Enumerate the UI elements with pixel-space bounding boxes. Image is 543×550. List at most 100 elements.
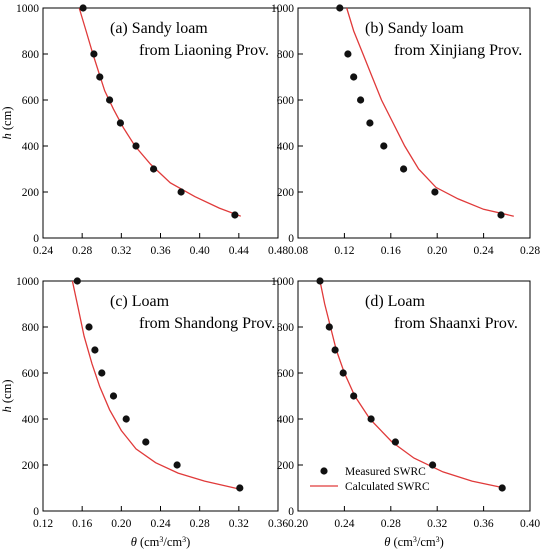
y-tick-label: 0 xyxy=(33,233,39,245)
x-tick-label: 0.20 xyxy=(427,245,447,257)
y-tick-label: 1000 xyxy=(16,276,39,288)
x-tick-label: 0.16 xyxy=(72,518,92,530)
panel-title: (c) Loam xyxy=(110,293,170,310)
measured-swrc-point xyxy=(177,188,185,196)
legend-label: Measured SWRC xyxy=(345,466,426,478)
x-tick-label: 0.20 xyxy=(288,518,308,530)
x-tick-label: 0.32 xyxy=(111,245,131,257)
measured-swrc-point xyxy=(85,323,93,331)
plot-frame xyxy=(297,280,531,512)
x-tick-label: 0.48 xyxy=(268,245,288,257)
y-tick-label: 600 xyxy=(22,368,40,380)
measured-swrc-point xyxy=(91,346,99,354)
measured-swrc-point xyxy=(106,96,114,104)
y-tick-label: 400 xyxy=(22,141,40,153)
measured-swrc-point xyxy=(142,438,150,446)
measured-swrc-point xyxy=(380,142,388,150)
x-tick-label: 0.12 xyxy=(334,245,354,257)
panel-subtitle: from Shandong Prov. xyxy=(139,315,275,332)
y-tick-label: 800 xyxy=(277,49,295,61)
measured-swrc-point xyxy=(96,73,104,81)
measured-swrc-point xyxy=(122,415,130,423)
x-tick-label: 0.28 xyxy=(520,245,540,257)
y-tick-label: 200 xyxy=(277,187,295,199)
x-tick-label: 0.36 xyxy=(474,518,494,530)
panel-d: 0.20 0.24 0.28 0.32 0.36 0.40 0 200 400 600 800 100… xyxy=(271,276,540,549)
measured-swrc-point xyxy=(429,461,437,469)
legend: Measured SWRC Calculated SWRC xyxy=(310,466,430,493)
x-tick-label: 0.28 xyxy=(190,518,210,530)
measured-swrc-point xyxy=(350,392,358,400)
x-tick-label: 0.32 xyxy=(427,518,447,530)
measured-swrc-point xyxy=(79,4,87,12)
x-tick-label: 0.36 xyxy=(268,518,288,530)
y-tick-label: 800 xyxy=(22,322,40,334)
measured-swrc-point xyxy=(344,50,352,58)
x-tick-label: 0.44 xyxy=(229,245,249,257)
y-axis-title: h (cm) xyxy=(0,107,14,140)
x-tick-label: 0.24 xyxy=(150,518,170,530)
measured-swrc-point xyxy=(73,277,81,285)
legend-marker-measured xyxy=(320,467,328,475)
panel-c: 0.12 0.16 0.20 0.24 0.28 0.32 0.36 0 200 400 600 80… xyxy=(0,276,288,549)
y-tick-label: 600 xyxy=(22,95,40,107)
measured-swrc-point xyxy=(367,415,375,423)
x-tick-label: 0.32 xyxy=(229,518,249,530)
measured-swrc-point xyxy=(331,346,339,354)
y-tick-label: 200 xyxy=(277,460,295,472)
x-tick-label: 0.12 xyxy=(33,518,53,530)
panel-title: (d) Loam xyxy=(365,293,426,310)
measured-swrc-point xyxy=(236,484,244,492)
measured-swrc-point xyxy=(497,211,505,219)
calculated-swrc-line xyxy=(319,280,505,489)
measured-swrc-point xyxy=(109,392,118,400)
y-tick-label: 600 xyxy=(277,95,295,107)
y-tick-label: 400 xyxy=(277,414,295,426)
plot-frame xyxy=(297,7,531,239)
x-tick-label: 0.36 xyxy=(150,245,170,257)
x-tick-label: 0.24 xyxy=(334,518,354,530)
measured-swrc-point xyxy=(325,323,333,331)
measured-swrc-point xyxy=(498,484,506,492)
measured-swrc-point xyxy=(173,461,181,469)
x-axis-title: θ (cm3/cm3) xyxy=(384,535,444,550)
panel-subtitle: from Xinjiang Prov. xyxy=(394,42,522,59)
measured-swrc-point xyxy=(132,142,140,150)
measured-swrc-point xyxy=(90,50,98,58)
y-tick-label: 400 xyxy=(277,141,295,153)
measured-swrc-point xyxy=(391,438,399,446)
calculated-swrc-line xyxy=(71,280,238,490)
measured-swrc-point xyxy=(116,119,124,127)
panel-subtitle: from Liaoning Prov. xyxy=(139,42,269,59)
y-tick-label: 400 xyxy=(22,414,40,426)
y-tick-label: 1000 xyxy=(16,3,39,15)
y-tick-label: 800 xyxy=(277,322,295,334)
y-tick-label: 600 xyxy=(277,368,295,380)
y-tick-label: 800 xyxy=(22,49,40,61)
panel-title: (b) Sandy loam xyxy=(365,20,464,37)
calculated-swrc-line xyxy=(78,7,242,217)
measured-swrc-point xyxy=(150,165,158,173)
x-tick-label: 0.40 xyxy=(520,518,540,530)
y-tick-label: 0 xyxy=(288,233,294,245)
x-tick-label: 0.28 xyxy=(381,518,401,530)
y-tick-label: 1000 xyxy=(271,276,294,288)
calculated-swrc-line xyxy=(346,7,514,217)
panel-a: 0.24 0.28 0.32 0.36 0.40 0.44 0.48 0 200 400 600 80… xyxy=(0,3,288,257)
measured-swrc-point xyxy=(357,96,365,104)
y-tick-label: 200 xyxy=(22,187,40,199)
panel-b: 0.08 0.12 0.16 0.20 0.24 0.28 0 200 400 600 800 100… xyxy=(271,3,540,257)
measured-swrc-point xyxy=(400,165,408,173)
y-tick-label: 200 xyxy=(22,460,40,472)
legend-label: Calculated SWRC xyxy=(345,481,430,493)
x-tick-label: 0.28 xyxy=(72,245,92,257)
x-tick-label: 0.20 xyxy=(111,518,131,530)
panel-subtitle: from Shaanxi Prov. xyxy=(394,315,518,332)
measured-swrc-point xyxy=(231,211,239,219)
x-tick-label: 0.16 xyxy=(381,245,401,257)
measured-swrc-point xyxy=(98,369,106,377)
panel-title: (a) Sandy loam xyxy=(110,20,208,37)
x-tick-label: 0.08 xyxy=(288,245,308,257)
y-tick-label: 0 xyxy=(33,506,39,518)
measured-swrc-point xyxy=(350,73,358,81)
